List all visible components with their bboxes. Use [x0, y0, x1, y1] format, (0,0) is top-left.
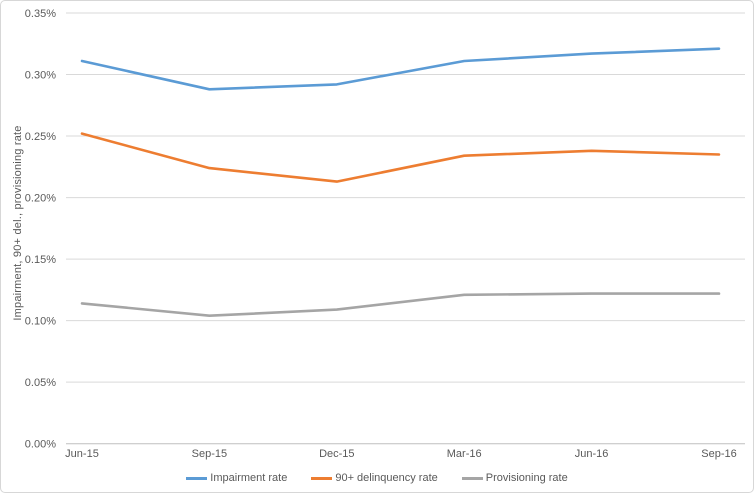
legend-item-provisioning-rate: Provisioning rate: [461, 472, 568, 484]
legend-label: Impairment rate: [210, 472, 288, 484]
y-tick-label: 0.10%: [25, 316, 56, 328]
x-tick-label: Dec-15: [319, 448, 354, 460]
chart-legend: Impairment rate 90+ delinquency rate Provi…: [1, 472, 753, 484]
series-line-provisioning-rate: [80, 292, 721, 318]
y-tick-label: 0.25%: [25, 131, 56, 143]
y-tick-label: 0.30%: [25, 70, 56, 82]
y-tick-label: 0.00%: [25, 439, 56, 451]
legend-line-marker: [186, 476, 208, 480]
x-tick-label: Sep-15: [192, 448, 227, 460]
legend-label: Provisioning rate: [485, 472, 568, 484]
y-tick-label: 0.20%: [25, 193, 56, 205]
x-tick-label: Jun-15: [65, 448, 99, 460]
x-tick-label: Sep-16: [701, 448, 736, 460]
y-axis-title: Impairment, 90+ del., provisioning rate: [12, 125, 24, 321]
legend-line-marker: [311, 476, 333, 480]
legend-line-marker: [461, 476, 483, 480]
y-tick-label: 0.15%: [25, 254, 56, 266]
x-tick-label: Mar-16: [447, 448, 482, 460]
series-line-impairment-rate: [80, 47, 721, 91]
series-line-90-delinquency-rate: [80, 132, 721, 183]
y-tick-label: 0.35%: [25, 8, 56, 20]
legend-item-impairment-rate: Impairment rate: [186, 472, 287, 484]
legend-item-90-delinquency-rate: 90+ delinquency rate: [311, 472, 438, 484]
legend-label: 90+ delinquency rate: [335, 472, 438, 484]
y-tick-label: 0.05%: [25, 377, 56, 389]
x-tick-label: Jun-16: [575, 448, 609, 460]
